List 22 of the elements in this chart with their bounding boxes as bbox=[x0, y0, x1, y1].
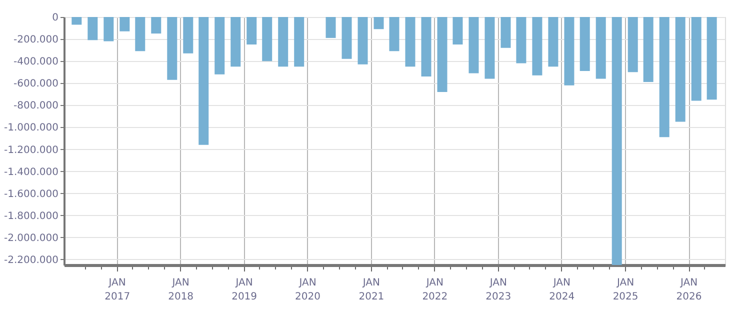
x-tick-label: JAN 2023 bbox=[486, 278, 512, 302]
y-tick-label: -200.000 bbox=[14, 34, 58, 46]
x-tick-label: JAN 2024 bbox=[549, 278, 575, 302]
y-tick-label: -1.600.000 bbox=[4, 188, 58, 200]
y-tick-label: -1.400.000 bbox=[4, 166, 58, 178]
x-tick-label: JAN 2020 bbox=[295, 278, 321, 302]
x-tick-label: JAN 2018 bbox=[168, 278, 194, 302]
x-tick-label: JAN 2021 bbox=[358, 278, 384, 302]
x-tick-label: JAN 2017 bbox=[104, 278, 130, 302]
y-tick-label: -1.800.000 bbox=[4, 210, 58, 222]
y-tick-label: -400.000 bbox=[14, 56, 58, 68]
y-tick-label: -1.200.000 bbox=[4, 144, 58, 156]
x-tick-label: JAN 2019 bbox=[232, 278, 258, 302]
y-tick-label: -2.200.000 bbox=[4, 254, 58, 266]
y-tick-label: -2.000.000 bbox=[4, 232, 58, 244]
x-tick-label: JAN 2022 bbox=[422, 278, 448, 302]
y-tick-label: -800.000 bbox=[14, 100, 58, 112]
y-tick-label: -1.000.000 bbox=[4, 122, 58, 134]
y-tick-label: 0 bbox=[52, 12, 58, 24]
y-tick-label: -600.000 bbox=[14, 78, 58, 90]
x-tick-label: JAN 2026 bbox=[676, 278, 702, 302]
x-tick-label: JAN 2025 bbox=[612, 278, 638, 302]
